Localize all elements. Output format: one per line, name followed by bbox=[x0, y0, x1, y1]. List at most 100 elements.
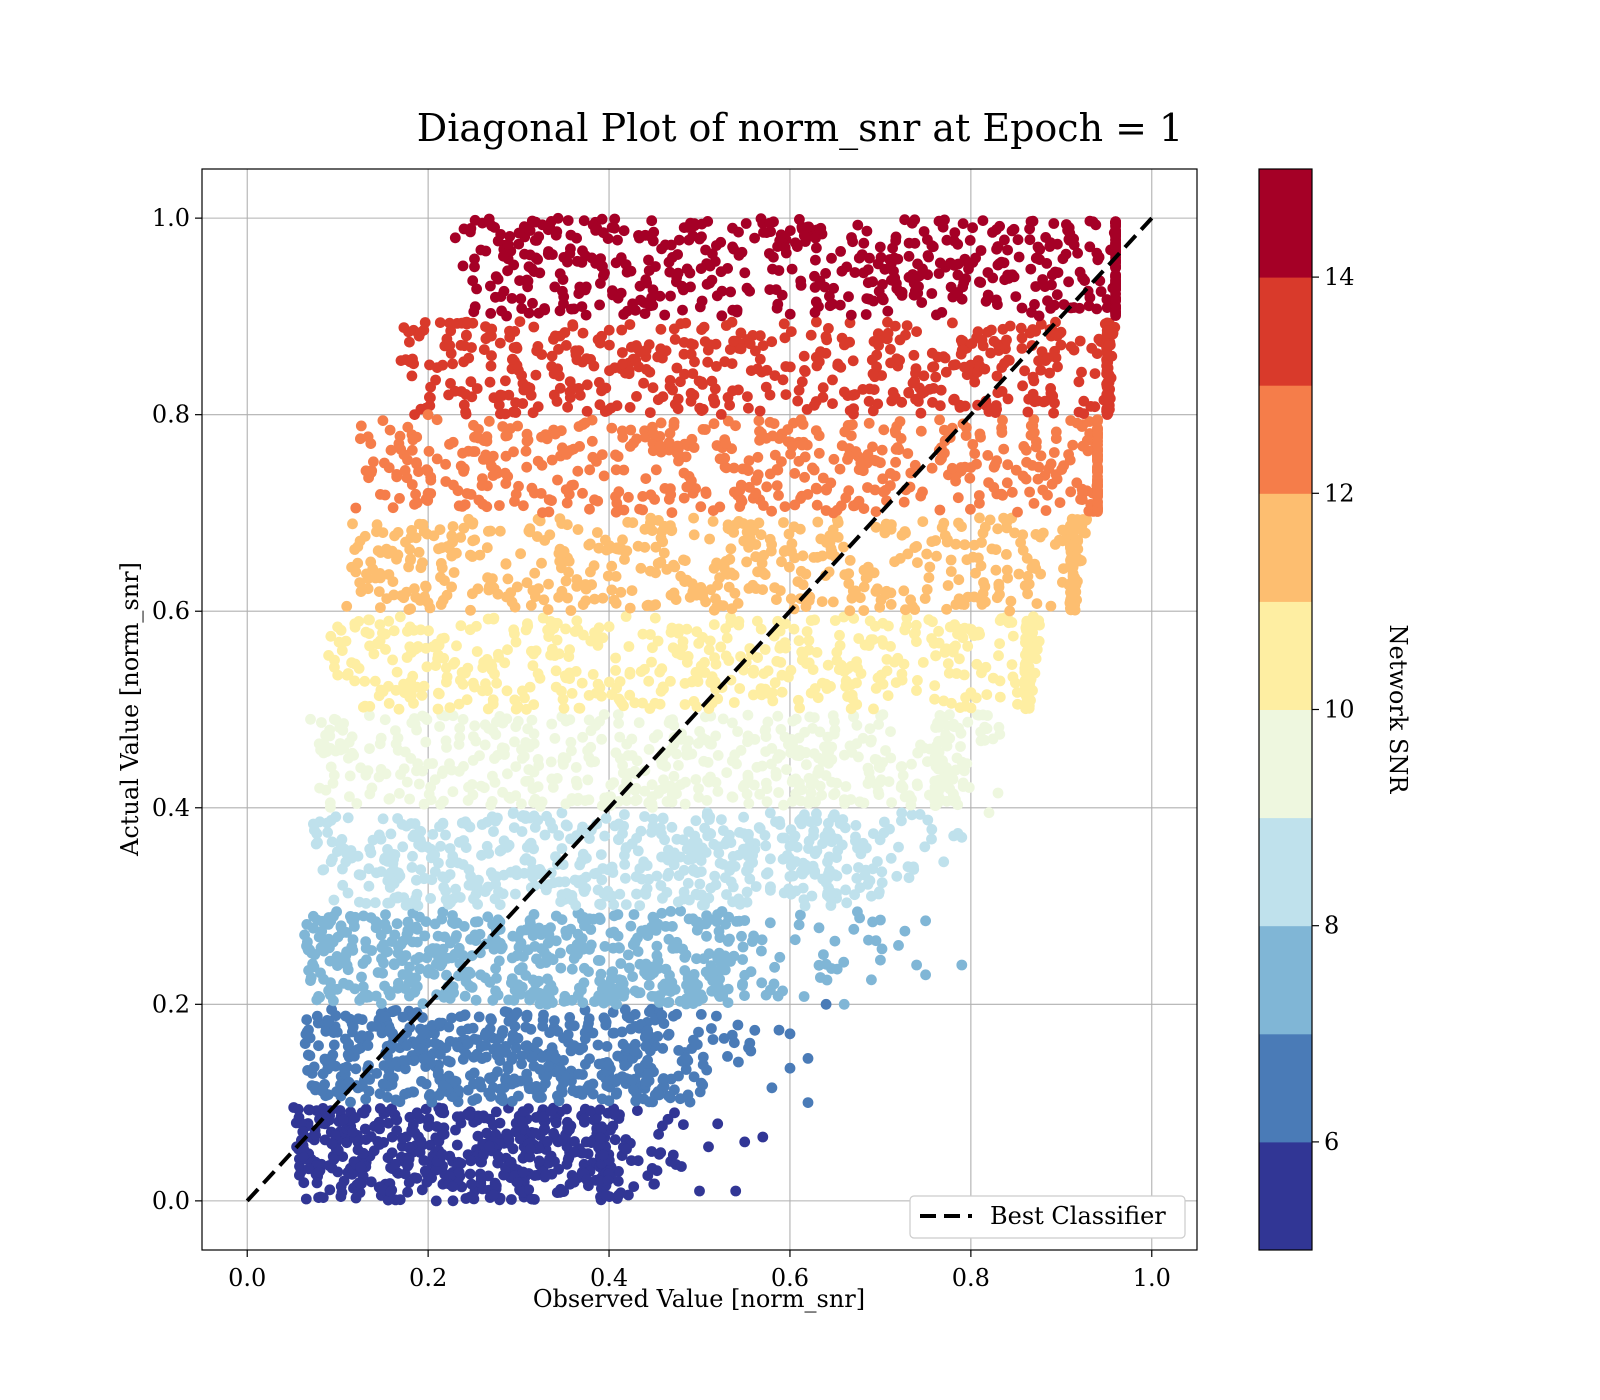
scatter-point bbox=[696, 899, 708, 911]
scatter-point bbox=[692, 916, 704, 928]
scatter-point bbox=[369, 675, 381, 687]
scatter-point bbox=[680, 1064, 692, 1075]
scatter-point bbox=[572, 928, 584, 940]
scatter-point bbox=[784, 871, 796, 882]
scatter-point bbox=[612, 1050, 624, 1062]
scatter-point bbox=[467, 588, 478, 600]
scatter-point bbox=[528, 738, 540, 749]
scatter-point bbox=[678, 467, 690, 479]
scatter-point bbox=[582, 1022, 593, 1033]
scatter-point bbox=[873, 340, 884, 351]
scatter-point bbox=[732, 1019, 744, 1031]
scatter-point bbox=[1028, 427, 1040, 438]
scatter-point bbox=[688, 696, 700, 707]
scatter-point bbox=[355, 869, 367, 881]
scatter-point bbox=[423, 445, 435, 457]
scatter-point bbox=[385, 1186, 397, 1198]
scatter-point bbox=[655, 323, 667, 335]
scatter-point bbox=[649, 612, 661, 624]
scatter-point bbox=[434, 721, 445, 732]
scatter-point bbox=[543, 983, 554, 995]
scatter-point bbox=[997, 489, 1008, 501]
scatter-point bbox=[612, 1073, 624, 1085]
scatter-point bbox=[476, 1053, 488, 1064]
scatter-point bbox=[351, 798, 363, 809]
scatter-point bbox=[1092, 439, 1103, 451]
scatter-point bbox=[440, 829, 451, 841]
scatter-point bbox=[475, 969, 487, 981]
scatter-point bbox=[564, 392, 576, 403]
scatter-point bbox=[404, 971, 416, 983]
scatter-point bbox=[769, 961, 780, 973]
scatter-point bbox=[844, 605, 856, 617]
scatter-point bbox=[733, 1056, 744, 1068]
scatter-point bbox=[545, 616, 556, 627]
scatter-point bbox=[345, 1096, 356, 1108]
scatter-point bbox=[724, 523, 736, 535]
scatter-point bbox=[867, 634, 879, 646]
scatter-point bbox=[474, 549, 486, 561]
scatter-point bbox=[555, 962, 567, 974]
scatter-point bbox=[816, 789, 827, 801]
scatter-point bbox=[864, 773, 876, 785]
scatter-point bbox=[418, 798, 430, 810]
scatter-point bbox=[778, 517, 789, 528]
scatter-point bbox=[378, 957, 389, 969]
scatter-point bbox=[436, 913, 448, 925]
scatter-point bbox=[727, 385, 738, 397]
scatter-point bbox=[410, 457, 422, 468]
scatter-point bbox=[500, 478, 512, 489]
scatter-point bbox=[1081, 435, 1093, 446]
scatter-point bbox=[379, 918, 391, 930]
scatter-point bbox=[769, 677, 781, 689]
scatter-point bbox=[332, 1166, 344, 1178]
scatter-point bbox=[451, 547, 462, 559]
scatter-point bbox=[506, 1051, 518, 1063]
scatter-point bbox=[644, 565, 656, 577]
scatter-point bbox=[412, 758, 424, 769]
scatter-point bbox=[363, 628, 375, 639]
scatter-point bbox=[853, 633, 865, 644]
scatter-point bbox=[509, 496, 520, 507]
scatter-point bbox=[577, 997, 589, 1008]
scatter-point bbox=[479, 1112, 490, 1124]
scatter-point bbox=[741, 886, 753, 898]
scatter-point bbox=[874, 834, 886, 846]
scatter-point bbox=[560, 672, 572, 684]
scatter-point bbox=[1103, 340, 1115, 351]
scatter-point bbox=[340, 949, 352, 961]
scatter-point bbox=[571, 615, 583, 627]
scatter-point bbox=[847, 419, 858, 431]
scatter-point bbox=[779, 332, 791, 344]
scatter-point bbox=[832, 531, 844, 543]
scatter-point bbox=[468, 1067, 480, 1079]
scatter-point bbox=[583, 794, 595, 806]
scatter-point bbox=[799, 365, 810, 376]
scatter-point bbox=[643, 1096, 655, 1108]
scatter-point bbox=[956, 756, 968, 768]
scatter-point bbox=[660, 963, 672, 975]
scatter-point bbox=[876, 669, 887, 681]
chart-title: Diagonal Plot of norm_snr at Epoch = 1 bbox=[417, 106, 1183, 151]
scatter-point bbox=[562, 401, 573, 413]
scatter-point bbox=[725, 543, 737, 555]
scatter-point bbox=[641, 964, 653, 976]
scatter-point bbox=[341, 1137, 353, 1149]
scatter-point bbox=[524, 812, 536, 824]
scatter-point bbox=[705, 828, 717, 840]
scatter-point bbox=[461, 318, 473, 330]
scatter-point bbox=[423, 625, 434, 637]
scatter-point bbox=[721, 835, 733, 847]
scatter-point bbox=[984, 514, 996, 526]
scatter-point bbox=[653, 515, 664, 526]
scatter-point bbox=[524, 526, 536, 538]
scatter-point bbox=[382, 1194, 394, 1206]
scatter-point bbox=[779, 501, 791, 512]
scatter-point bbox=[838, 541, 849, 553]
scatter-point bbox=[301, 1014, 313, 1026]
scatter-point bbox=[327, 853, 338, 865]
scatter-point bbox=[400, 1063, 411, 1075]
scatter-point bbox=[425, 893, 436, 904]
scatter-point bbox=[1086, 342, 1098, 354]
scatter-point bbox=[483, 1140, 495, 1152]
